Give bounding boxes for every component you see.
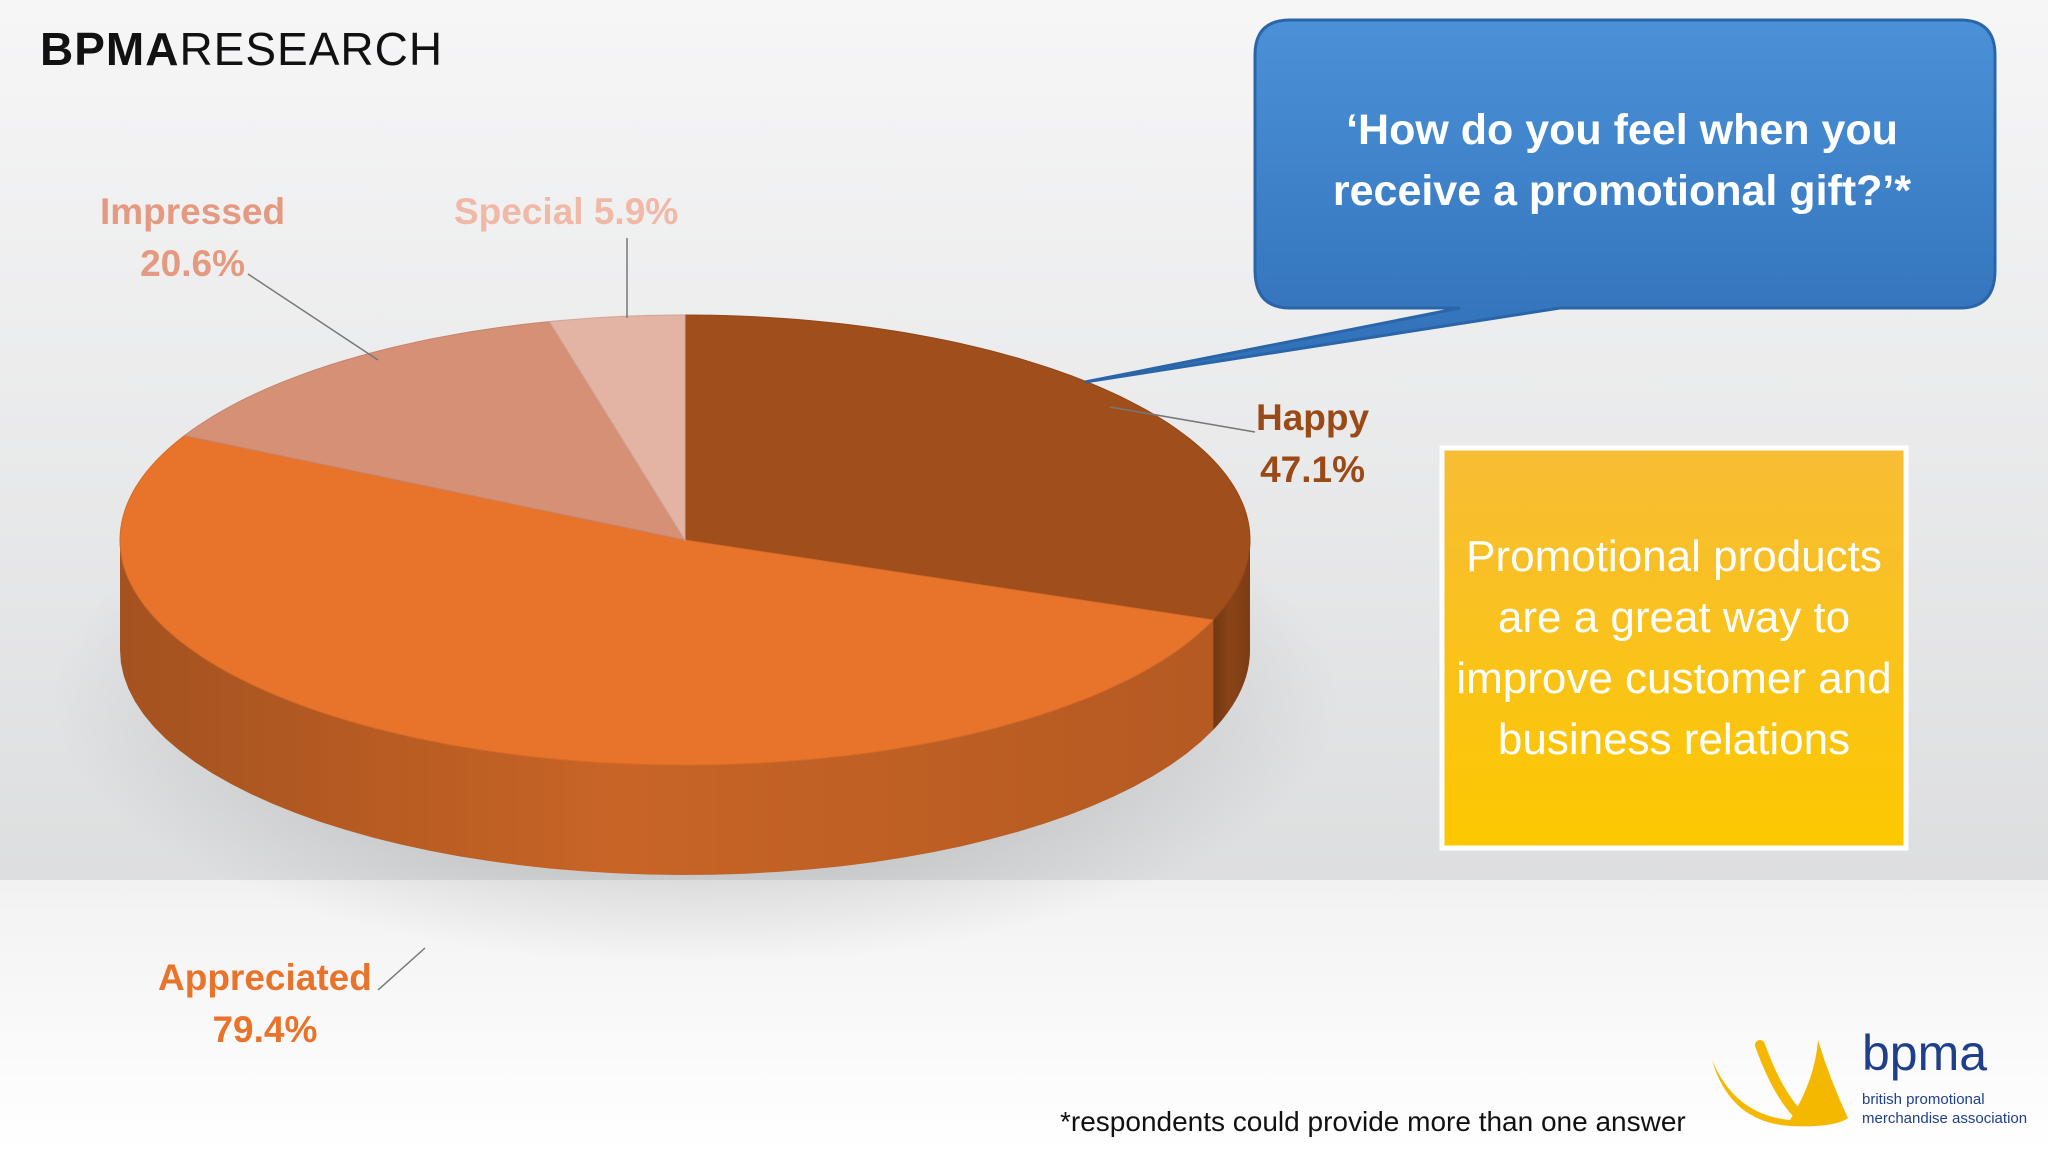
label-appreciated-name: Appreciated [158, 957, 372, 998]
bpma-logo [1712, 1040, 1848, 1127]
label-special: Special 5.9% [454, 186, 678, 238]
label-impressed: Impressed 20.6% [100, 186, 285, 290]
brand-bold: BPMA [40, 23, 180, 75]
note-text: Promotional products are a great way to … [1456, 532, 1892, 764]
question-callout [1084, 18, 1997, 851]
label-happy-value: 47.1% [1260, 449, 1365, 490]
logo-crown-stroke-icon [1755, 1040, 1801, 1117]
label-happy-name: Happy [1256, 397, 1370, 438]
logo-subtitle: british promotional merchandise associat… [1862, 1090, 2027, 1128]
question-line-2: receive a promotional gift?’* [1332, 167, 1912, 215]
leader-line-impressed [247, 273, 379, 361]
pie-slice-impressed [183, 321, 687, 541]
label-leader-lines [247, 238, 1256, 991]
pie-side-shade-appreciated [120, 540, 1214, 875]
pie-slice-special [548, 314, 686, 542]
label-happy: Happy 47.1% [1256, 392, 1369, 496]
label-appreciated: Appreciated 79.4% [158, 952, 372, 1056]
logo-wordmark: bpma [1862, 1025, 1988, 1081]
brand-regular: RESEARCH [179, 23, 444, 75]
label-appreciated-value: 79.4% [212, 1009, 318, 1050]
footnote: *respondents could provide more than one… [1060, 1106, 1686, 1137]
label-special-name: Special [454, 191, 584, 232]
leader-line-happy [1109, 406, 1256, 433]
logo-subtitle-line-1: british promotional [1862, 1091, 1985, 1108]
logo-subtitle-line-2: merchandise association [1862, 1110, 2028, 1127]
label-impressed-value: 20.6% [140, 243, 245, 284]
pie-slice-happy [684, 314, 1251, 621]
pie-chart [50, 314, 1340, 965]
brand-title: BPMARESEARCH [40, 22, 443, 76]
note-box-background [1439, 445, 1909, 851]
logo-crown-icon [1712, 1040, 1848, 1127]
pie-side-shade-happy [1213, 540, 1250, 730]
question-line-1: ‘How do you feel when you [1346, 106, 1898, 154]
leader-line-appreciated [377, 947, 426, 991]
note-box: Promotional products are a great way to … [1442, 448, 1906, 848]
label-special-value: 5.9% [593, 191, 679, 232]
question-callout-bubble [1084, 18, 1997, 384]
question-text: ‘How do you feel when you receive a prom… [1252, 100, 1992, 222]
pie-slice-appreciated [119, 435, 1215, 766]
label-impressed-name: Impressed [100, 191, 286, 232]
